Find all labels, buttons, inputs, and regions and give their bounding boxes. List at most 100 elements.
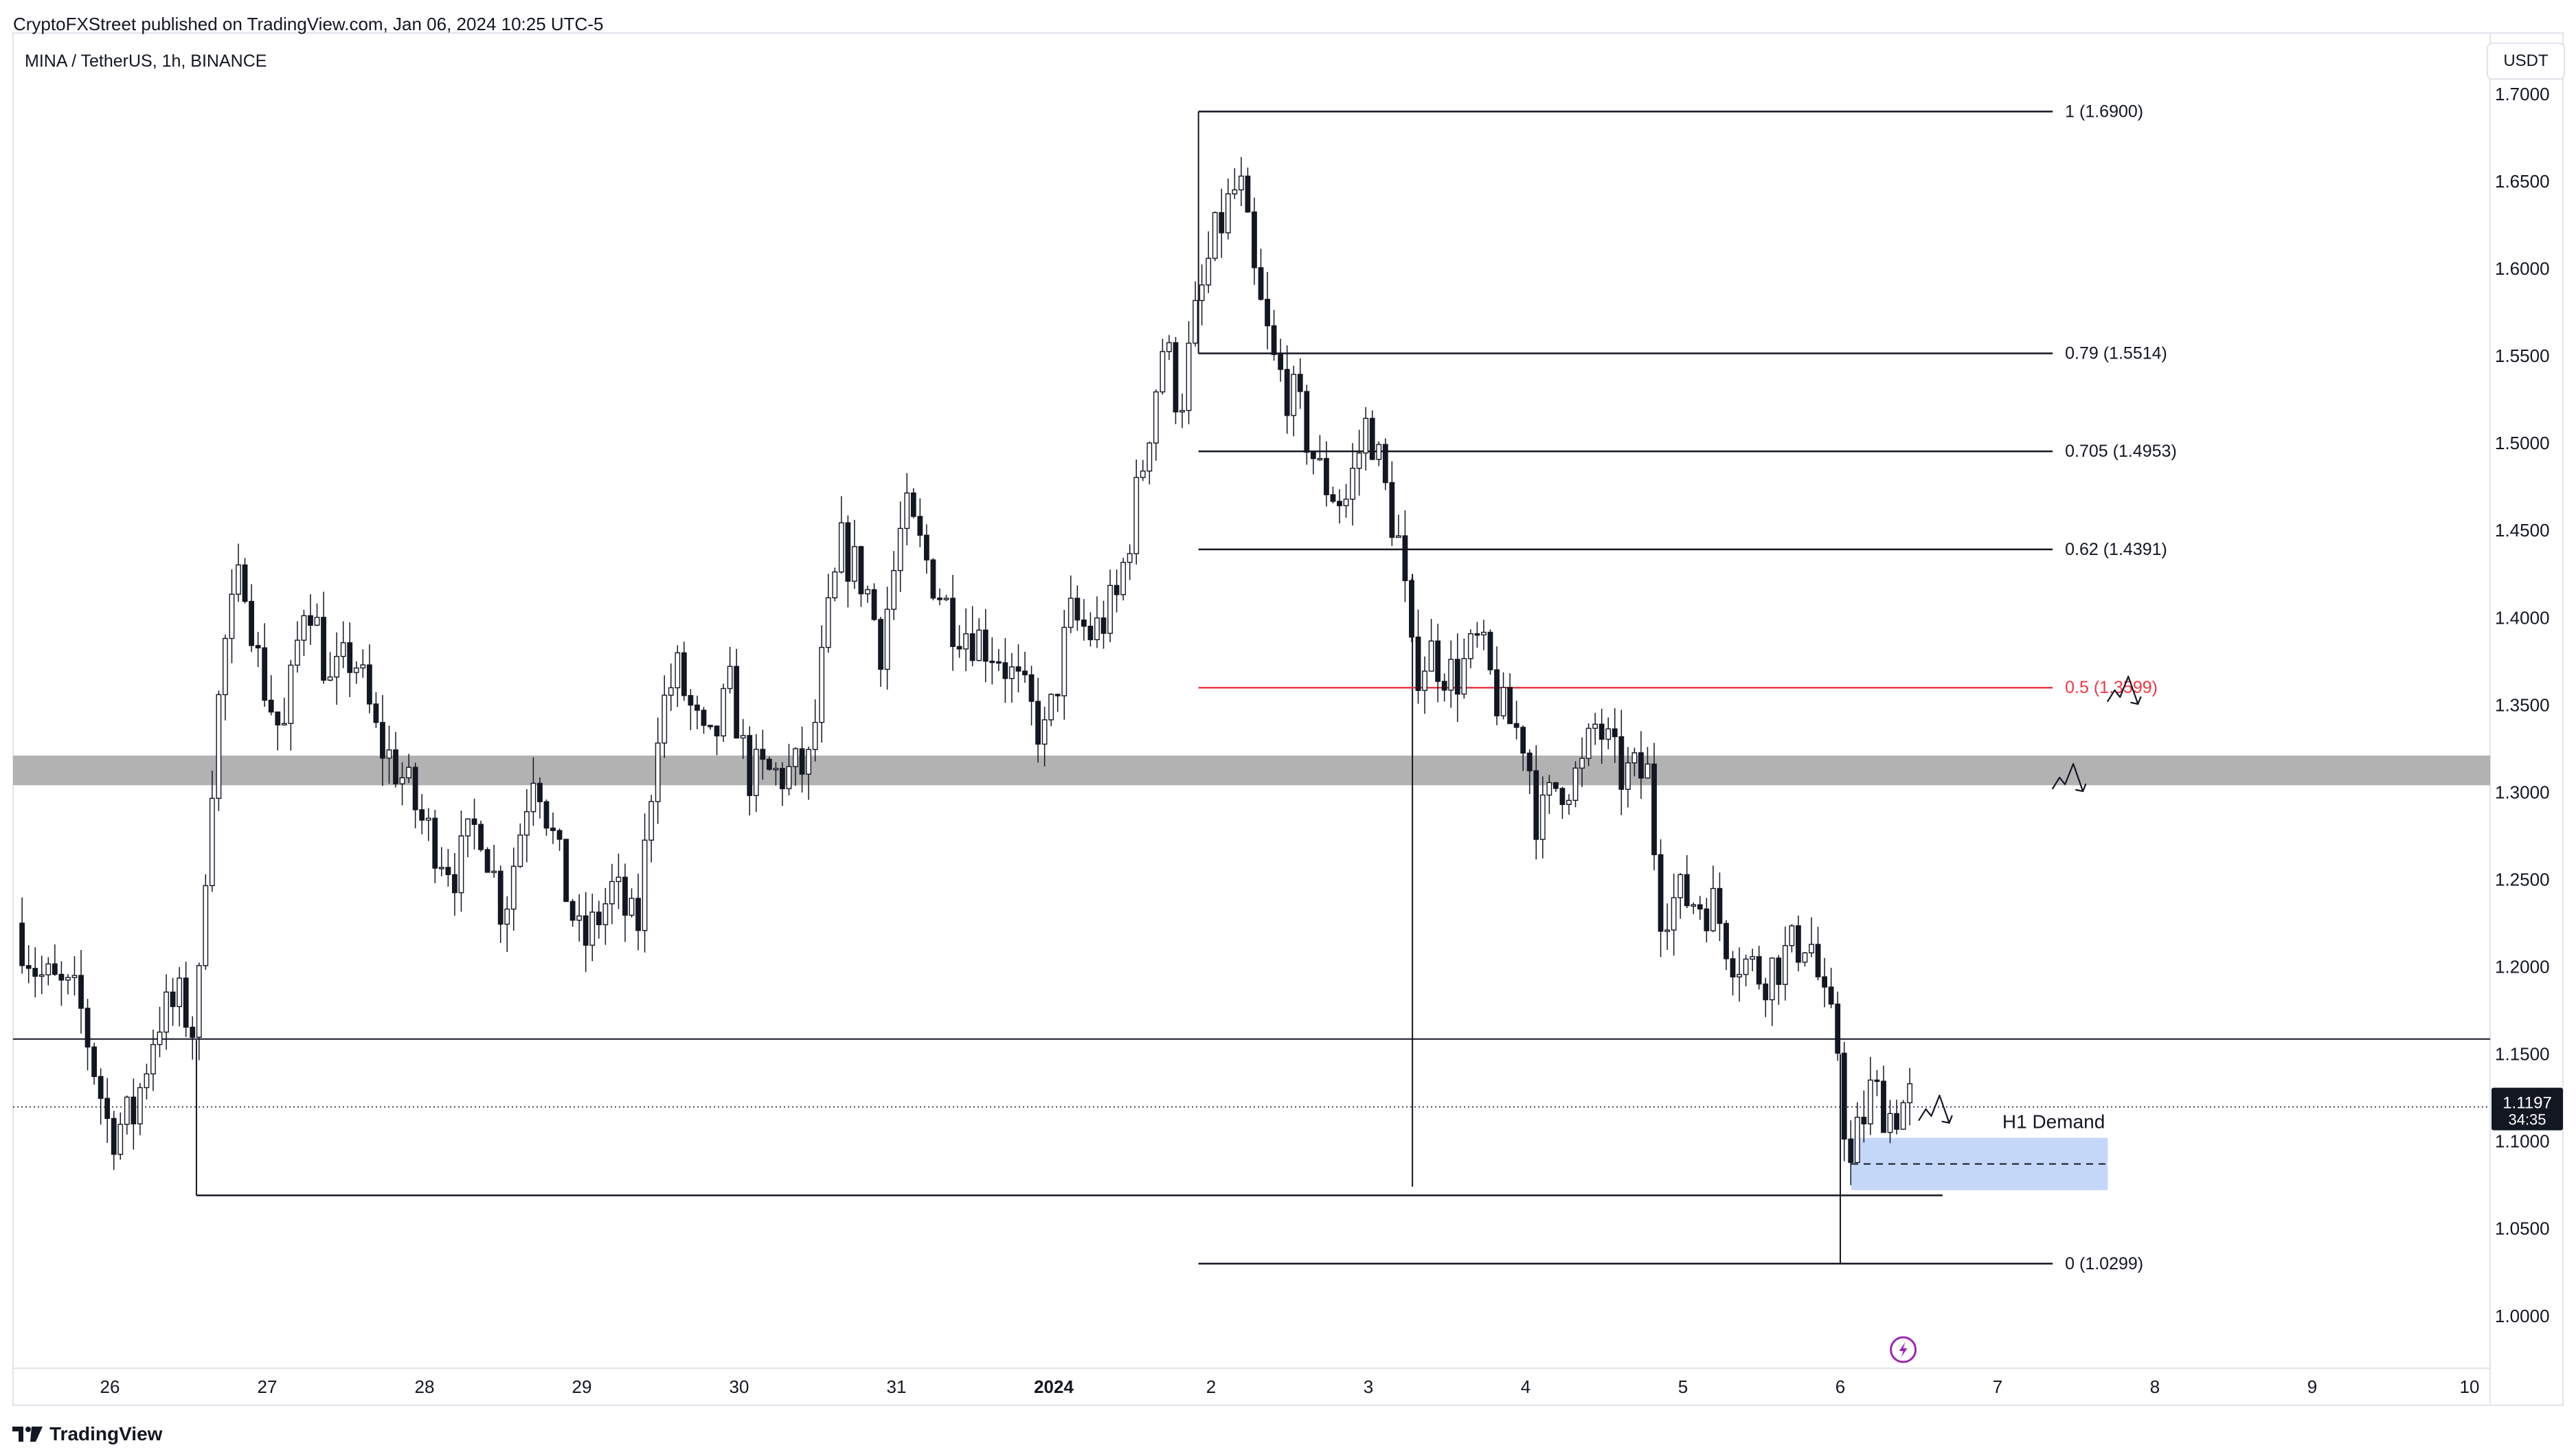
candle-body: [1874, 1079, 1880, 1082]
candle: [380, 694, 385, 786]
current-price-badge: [2492, 1087, 2563, 1131]
candle-body: [71, 975, 78, 978]
candle: [1467, 629, 1473, 668]
candle-body: [432, 817, 438, 869]
candle-body: [177, 977, 183, 1008]
y-tick-label-8: 1.3000: [2495, 782, 2550, 802]
candle: [334, 632, 340, 705]
candle-body: [825, 597, 831, 648]
candle-body: [917, 516, 923, 536]
y-tick-label-11: 1.1500: [2495, 1044, 2550, 1065]
candle-body: [530, 782, 536, 813]
candle-body: [714, 725, 720, 737]
candle-body: [1900, 1102, 1906, 1130]
candle: [1186, 321, 1192, 424]
candle: [137, 1082, 143, 1135]
y-tick-label-2: 1.6000: [2495, 258, 2550, 279]
candle-body: [1769, 957, 1775, 1001]
candle: [249, 584, 254, 653]
projection-arrow-2: [2052, 762, 2084, 793]
candle: [163, 974, 169, 1050]
candle: [1809, 917, 1814, 957]
candle-body: [832, 571, 838, 599]
candle-body: [1395, 535, 1401, 538]
candle-body: [1710, 887, 1716, 931]
candle-body: [1802, 952, 1808, 963]
candle: [635, 874, 641, 951]
candle-body: [98, 1076, 104, 1099]
candle: [451, 852, 457, 916]
candle: [1900, 1100, 1906, 1131]
x-tick-label-9: 4: [1521, 1376, 1530, 1397]
candle: [871, 583, 877, 622]
tradingview-brand[interactable]: TradingView: [12, 1423, 162, 1445]
candle-body: [1894, 1113, 1899, 1130]
candle: [497, 865, 504, 943]
candle: [412, 762, 418, 828]
symbol-title[interactable]: MINA / TetherUS, 1h, BINANCE: [25, 52, 267, 71]
candle-body: [163, 991, 169, 1033]
candle-body: [1330, 494, 1336, 502]
candle: [150, 1030, 156, 1091]
candle-body: [1146, 442, 1153, 472]
candle-body: [438, 867, 444, 870]
candle: [1193, 281, 1199, 347]
candle-body: [209, 797, 215, 887]
candle-body: [255, 645, 261, 648]
candle-body: [1324, 457, 1329, 495]
candle: [1206, 231, 1212, 293]
candle-body: [1337, 501, 1342, 506]
candle: [845, 515, 851, 608]
candle: [1015, 644, 1021, 692]
candle: [714, 725, 720, 756]
candle: [373, 692, 379, 728]
candle: [675, 645, 681, 707]
candle-body: [812, 721, 818, 750]
candle: [471, 798, 477, 850]
candle-body: [1074, 598, 1081, 621]
candle-body: [747, 735, 753, 796]
candle-body: [550, 827, 556, 831]
candle-body: [701, 710, 707, 726]
resistance-zone[interactable]: [13, 756, 2490, 786]
candle-body: [1743, 958, 1749, 975]
candle-body: [366, 664, 372, 705]
candle: [1271, 310, 1277, 361]
candle: [1756, 945, 1762, 990]
candle: [1605, 717, 1612, 749]
candle: [648, 795, 655, 863]
candle-body: [1592, 723, 1598, 729]
candle: [465, 818, 471, 858]
candle-body: [1035, 701, 1041, 745]
candle-body: [995, 661, 1002, 664]
fib-label-5: 0 (1.0299): [2065, 1254, 2143, 1273]
candle-body: [943, 598, 949, 600]
candle: [1028, 666, 1035, 726]
candle-body: [78, 975, 84, 1009]
candle-body: [1271, 325, 1277, 355]
candle: [353, 661, 359, 684]
candle: [1232, 168, 1238, 199]
y-tick-label-7: 1.3500: [2495, 694, 2550, 715]
candle-body: [897, 528, 903, 571]
candle: [1658, 839, 1664, 957]
candle: [1173, 337, 1179, 424]
candle-body: [635, 898, 641, 931]
candle: [1146, 441, 1153, 485]
candle: [530, 757, 536, 826]
candle: [144, 1063, 150, 1100]
candle: [1841, 1041, 1847, 1161]
candle-body: [45, 963, 52, 975]
candle: [1546, 775, 1552, 815]
candle-body: [1225, 193, 1231, 234]
candle-body: [104, 1098, 111, 1120]
currency-selector[interactable]: USDT: [2487, 43, 2565, 80]
candle: [1671, 873, 1677, 956]
candle: [196, 962, 202, 1060]
candle: [780, 762, 785, 806]
candle: [1763, 977, 1769, 1017]
candle: [1822, 957, 1827, 1008]
candle: [1598, 708, 1605, 764]
candle: [629, 888, 635, 918]
